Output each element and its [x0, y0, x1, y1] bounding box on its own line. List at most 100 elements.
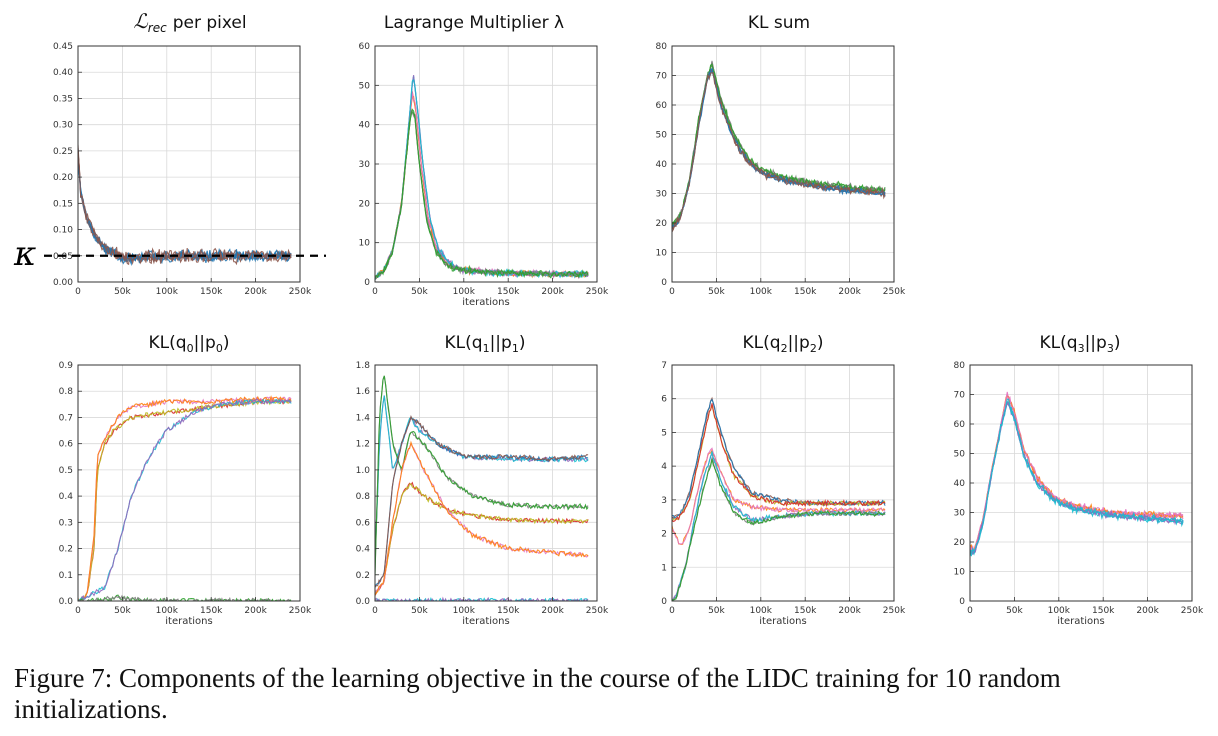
y-tick-label: 10 [359, 239, 371, 249]
series-line [672, 60, 886, 229]
series-line [375, 78, 589, 281]
x-tick-label: 150k [200, 606, 223, 616]
x-tick-label: 150k [497, 606, 520, 616]
x-tick-label: 100k [1048, 606, 1071, 616]
title-subscript: 0 [187, 342, 194, 355]
x-tick-label: 200k [541, 287, 564, 297]
y-tick-label: 80 [656, 42, 668, 52]
x-tick-label: 0 [75, 606, 81, 616]
y-tick-label: 1.4 [356, 413, 371, 423]
y-tick-label: 20 [359, 199, 371, 209]
x-tick-label: 250k [1181, 606, 1204, 616]
title-subscript: 1 [512, 342, 519, 355]
y-tick-label: 0 [364, 278, 370, 288]
series-line [78, 150, 292, 263]
x-tick-label: 0 [372, 287, 378, 297]
series-line [78, 151, 292, 262]
series-line [672, 396, 886, 520]
chart-klsum: 0 50k 100k 150k 200k 250k 0 10 20 30 40 50 60 70 80 KL … [656, 13, 906, 297]
x-tick-label: 0 [372, 606, 378, 616]
y-tick-label: 50 [656, 131, 668, 141]
y-tick-label: 0.30 [53, 121, 73, 131]
x-tick-label: 100k [750, 287, 773, 297]
title-subscript: 0 [216, 342, 223, 355]
title-text: ) [223, 333, 230, 353]
x-tick-label: 100k [750, 606, 773, 616]
series-line [375, 111, 589, 280]
figure-caption: Figure 7: Components of the learning obj… [14, 663, 1061, 724]
y-tick-label: 0.9 [59, 361, 74, 371]
y-tick-label: 0.10 [53, 226, 73, 236]
series-line [672, 63, 886, 225]
series-line [672, 64, 886, 226]
y-tick-label: 0 [661, 278, 667, 288]
chart-title: KL(q0||p0) [149, 333, 230, 355]
y-tick-label: 60 [954, 420, 966, 430]
x-tick-label: 200k [838, 287, 861, 297]
y-tick-label: 0.35 [53, 94, 73, 104]
series-group [78, 395, 292, 601]
y-tick-label: 40 [954, 479, 966, 489]
series-line [672, 62, 886, 229]
title-text: ||p [490, 333, 512, 353]
y-tick-label: 0 [959, 597, 965, 607]
y-tick-label: 0.4 [356, 545, 371, 555]
series-line [375, 108, 589, 279]
y-tick-label: 0.45 [53, 42, 73, 52]
title-subscript: 1 [483, 342, 490, 355]
series-line [375, 111, 589, 279]
axes-frame [671, 364, 895, 602]
series-line [672, 459, 886, 601]
y-tick-label: 0 [661, 597, 667, 607]
x-tick-label: 250k [586, 606, 609, 616]
y-tick-label: 7 [661, 361, 667, 371]
series-line [78, 398, 292, 601]
y-tick-label: 40 [656, 160, 668, 170]
y-tick-label: 50 [359, 81, 371, 91]
title-subscript: 3 [1107, 342, 1114, 355]
y-tick-label: 1.8 [356, 361, 371, 371]
y-tick-label: 60 [359, 42, 371, 52]
x-tick-label: 50k [411, 287, 428, 297]
y-tick-label: 6 [661, 395, 667, 405]
chart-lagrange: 0 50k 100k 150k 200k 250k 0 10 20 30 40 50 60 iterati… [359, 13, 609, 308]
y-tick-label: 70 [656, 72, 668, 82]
y-tick-label: 0.4 [59, 492, 74, 502]
title-subscript: rec [148, 21, 167, 35]
title-text: ) [519, 333, 526, 353]
series-line [672, 398, 886, 519]
chart-kl1: 0 50k 100k 150k 200k 250k 0.0 0.2 0.4 0.6 0.8 1.0 1.… [356, 333, 609, 627]
series-line [78, 154, 292, 263]
y-tick-label: 0.00 [53, 278, 73, 288]
y-tick-label: 80 [954, 361, 966, 371]
x-tick-label: 150k [794, 287, 817, 297]
x-axis-label: iterations [759, 616, 806, 627]
x-tick-label: 150k [794, 606, 817, 616]
series-line [78, 150, 292, 264]
series-line [375, 95, 589, 281]
x-tick-label: 200k [1136, 606, 1159, 616]
y-tick-label: 60 [656, 101, 668, 111]
axes-frame [374, 364, 598, 602]
series-line [78, 147, 292, 261]
series-group [78, 144, 292, 267]
x-axis-label: iterations [462, 297, 509, 308]
x-tick-label: 150k [1092, 606, 1115, 616]
y-tick-label: 10 [656, 249, 668, 259]
title-subscript: 2 [810, 342, 817, 355]
x-tick-label: 250k [289, 287, 312, 297]
y-tick-label: 30 [656, 190, 668, 200]
x-tick-label: 200k [244, 606, 267, 616]
series-line [375, 483, 589, 595]
chart-title: KL(q3||p3) [1040, 333, 1121, 355]
y-tick-label: 0.15 [53, 199, 73, 209]
y-tick-label: 1.2 [356, 440, 370, 450]
x-tick-label: 200k [244, 287, 267, 297]
title-subscript: 2 [781, 342, 788, 355]
series-line [672, 448, 886, 545]
series-line [375, 395, 589, 563]
series-line [375, 93, 589, 280]
chart-title: KL(q2||p2) [743, 333, 824, 355]
series-line [375, 76, 589, 278]
y-tick-label: 0.6 [356, 518, 371, 528]
